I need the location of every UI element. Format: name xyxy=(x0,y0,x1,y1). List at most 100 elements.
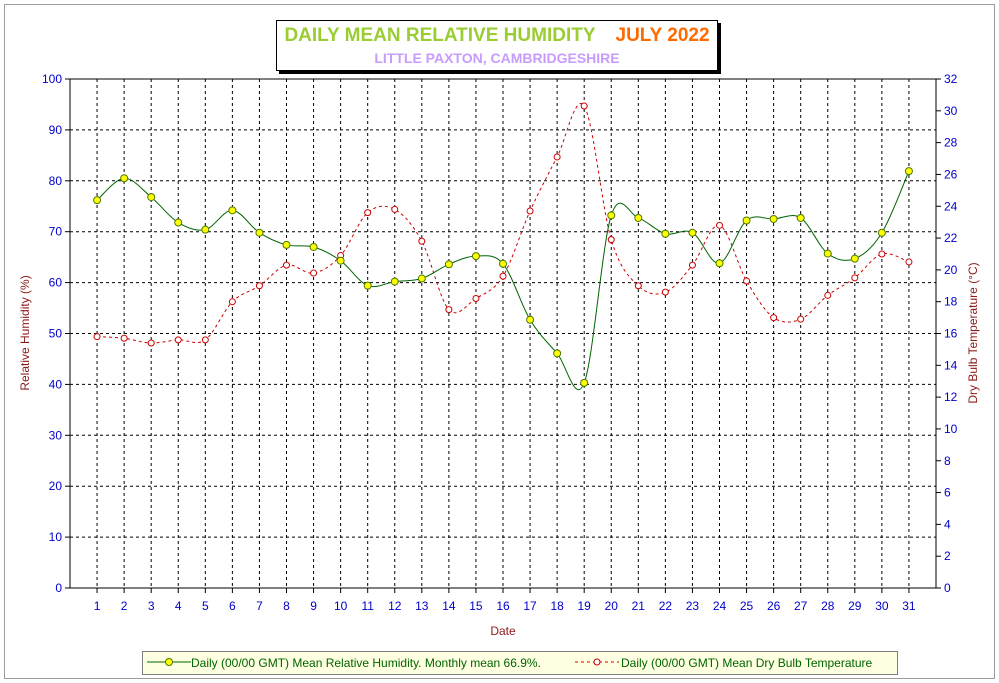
y2-tick-label: 10 xyxy=(944,422,958,436)
humidity-point xyxy=(282,240,291,249)
humidity-point xyxy=(796,213,805,222)
humidity-point xyxy=(309,242,318,251)
x-tick-label: 16 xyxy=(496,599,510,613)
x-tick-label: 5 xyxy=(202,599,209,613)
humidity-point xyxy=(769,214,778,223)
y-tick-label: 0 xyxy=(55,581,62,595)
x-tick-label: 27 xyxy=(794,599,808,613)
legend-label-humidity: Daily (00/00 GMT) Mean Relative Humidity… xyxy=(191,656,541,670)
humidity-point xyxy=(607,211,616,220)
x-tick-label: 14 xyxy=(442,599,456,613)
y-tick-label: 20 xyxy=(49,479,63,493)
humidity-point xyxy=(363,281,372,290)
x-tick-label: 28 xyxy=(821,599,835,613)
temperature-point xyxy=(255,282,263,290)
temperature-point xyxy=(661,288,669,296)
humidity-point xyxy=(417,274,426,283)
humidity-point xyxy=(877,228,886,237)
humidity-point xyxy=(255,228,264,237)
x-tick-label: 8 xyxy=(283,599,290,613)
y-tick-label: 10 xyxy=(49,530,63,544)
x-tick-label: 4 xyxy=(175,599,182,613)
humidity-point xyxy=(688,228,697,237)
x-tick-label: 7 xyxy=(256,599,263,613)
humidity-point xyxy=(742,216,751,225)
humidity-point xyxy=(823,249,832,258)
x-tick-label: 26 xyxy=(767,599,781,613)
humidity-point xyxy=(904,167,913,176)
y-tick-label: 80 xyxy=(49,174,63,188)
temperature-point xyxy=(797,315,805,323)
temperature-point xyxy=(634,282,642,290)
x-tick-label: 6 xyxy=(229,599,236,613)
x-tick-label: 25 xyxy=(740,599,754,613)
temperature-point xyxy=(445,306,453,314)
temperature-point xyxy=(120,334,128,342)
y2-tick-label: 20 xyxy=(944,263,958,277)
y2-tick-label: 8 xyxy=(944,454,951,468)
humidity-point xyxy=(471,252,480,261)
y-tick-label: 40 xyxy=(49,377,63,391)
humidity-point xyxy=(336,256,345,265)
temperature-point xyxy=(472,295,480,303)
temperature-point xyxy=(391,205,399,213)
x-tick-label: 19 xyxy=(578,599,592,613)
temperature-point xyxy=(580,102,588,110)
temperature-point xyxy=(201,336,209,344)
x-tick-label: 24 xyxy=(713,599,727,613)
x-tick-label: 17 xyxy=(523,599,537,613)
x-axis-label: Date xyxy=(490,624,516,638)
series-lines xyxy=(93,102,913,391)
axes: 0102030405060708090100024681012141618202… xyxy=(42,72,958,613)
y2-tick-label: 16 xyxy=(944,327,958,341)
humidity-point xyxy=(715,259,724,268)
temperature-point xyxy=(174,336,182,344)
humidity-point xyxy=(499,259,507,268)
legend: Daily (00/00 GMT) Mean Relative Humidity… xyxy=(142,651,898,675)
y-axis-label: Relative Humidity (%) xyxy=(18,275,32,390)
y2-tick-label: 4 xyxy=(944,517,951,531)
y2-axis-label: Dry Bulb Temperature (°C) xyxy=(966,262,980,403)
grid-lines xyxy=(70,79,936,588)
temperature-point xyxy=(228,298,236,306)
x-tick-label: 18 xyxy=(550,599,564,613)
y2-tick-label: 12 xyxy=(944,390,958,404)
humidity-point xyxy=(174,218,183,227)
humidity-point xyxy=(390,277,399,286)
y2-tick-label: 28 xyxy=(944,136,958,150)
humidity-point xyxy=(553,349,562,358)
y2-tick-label: 18 xyxy=(944,295,958,309)
x-tick-label: 21 xyxy=(632,599,646,613)
x-tick-label: 12 xyxy=(388,599,402,613)
x-tick-label: 13 xyxy=(415,599,429,613)
humidity-point xyxy=(580,378,589,387)
legend-swatch-temperature xyxy=(575,654,619,673)
x-tick-label: 15 xyxy=(469,599,483,613)
humidity-point xyxy=(120,174,129,183)
y2-tick-label: 6 xyxy=(944,486,951,500)
humidity-point xyxy=(444,260,453,269)
title-line: DAILY MEAN RELATIVE HUMIDITY JULY 2022 xyxy=(277,25,717,47)
humidity-point xyxy=(526,315,535,324)
humidity-point xyxy=(661,229,670,238)
y2-tick-label: 26 xyxy=(944,167,958,181)
temperature-point xyxy=(607,236,615,244)
temperature-point xyxy=(716,221,723,229)
y2-tick-label: 30 xyxy=(944,104,958,118)
y-tick-label: 100 xyxy=(42,72,62,86)
chart-title-box: DAILY MEAN RELATIVE HUMIDITY JULY 2022 LI… xyxy=(276,20,718,71)
y2-tick-label: 22 xyxy=(944,231,958,245)
x-tick-label: 1 xyxy=(94,599,101,613)
y-tick-label: 60 xyxy=(49,276,63,290)
x-tick-label: 9 xyxy=(310,599,317,613)
x-tick-label: 20 xyxy=(605,599,619,613)
temperature-point xyxy=(418,237,426,245)
chart-title: DAILY MEAN RELATIVE HUMIDITY xyxy=(284,25,596,46)
x-tick-label: 11 xyxy=(361,599,374,613)
humidity-point xyxy=(228,206,237,215)
y2-tick-label: 32 xyxy=(944,72,958,86)
humidity-point xyxy=(147,193,156,202)
x-tick-label: 23 xyxy=(686,599,700,613)
y-tick-label: 90 xyxy=(49,123,63,137)
